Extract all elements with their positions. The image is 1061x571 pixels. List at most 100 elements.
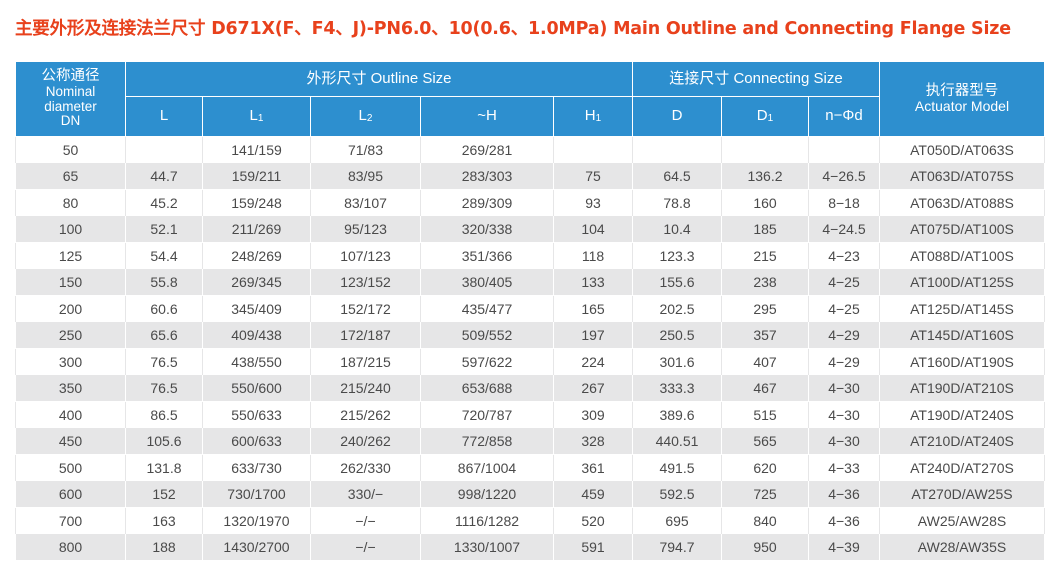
table-row: 450 105.6 600/633 240/262 772/858 328 440.51 56…: [15, 428, 1045, 455]
cell-h1: 197: [553, 322, 633, 349]
cell-h1: 328: [553, 428, 633, 455]
cell-l1: 550/600: [202, 375, 311, 402]
cell-l: 131.8: [125, 454, 203, 481]
cell-l2: 262/330: [310, 454, 421, 481]
cell-nd: [808, 136, 880, 163]
table-row: 600 152 730/1700 330/− 998/1220 459 592.5 725 4−…: [15, 481, 1045, 508]
cell-dn: 65: [15, 163, 126, 190]
cell-l2: 172/187: [310, 322, 421, 349]
cell-l1: 159/211: [202, 163, 311, 190]
cell-actuator: AW28/AW35S: [879, 534, 1045, 561]
cell-d: 10.4: [632, 216, 722, 243]
cell-d1: 725: [721, 481, 809, 508]
cell-nd: 4−39: [808, 534, 880, 561]
cell-nd: 4−30: [808, 375, 880, 402]
cell-d1: 185: [721, 216, 809, 243]
header-actuator-cn: 执行器型号: [925, 83, 999, 100]
cell-d1: 238: [721, 269, 809, 296]
cell-l: 76.5: [125, 348, 203, 375]
cell-d1: [721, 136, 809, 163]
cell-l: 86.5: [125, 401, 203, 428]
cell-h: 269/281: [420, 136, 554, 163]
cell-l1: 269/345: [202, 269, 311, 296]
cell-h: 1116/1282: [420, 507, 554, 534]
header-col-l1: L1: [202, 96, 311, 137]
cell-dn: 80: [15, 189, 126, 216]
cell-h: 998/1220: [420, 481, 554, 508]
cell-nd: 8−18: [808, 189, 880, 216]
cell-d: 301.6: [632, 348, 722, 375]
header-dn-en1: Nominal: [45, 83, 96, 99]
cell-l2: 71/83: [310, 136, 421, 163]
cell-nd: 4−26.5: [808, 163, 880, 190]
cell-nd: 4−30: [808, 428, 880, 455]
header-nominal-diameter: 公称通径 Nominal diameter DN: [15, 61, 126, 137]
cell-l2: 83/95: [310, 163, 421, 190]
cell-h: 435/477: [420, 295, 554, 322]
cell-d1: 160: [721, 189, 809, 216]
table-row: 150 55.8 269/345 123/152 380/405 133 155.6 238 4…: [15, 269, 1045, 296]
cell-actuator: AW25/AW28S: [879, 507, 1045, 534]
cell-h1: 309: [553, 401, 633, 428]
cell-l: 45.2: [125, 189, 203, 216]
cell-dn: 125: [15, 242, 126, 269]
header-col-l2-base: L: [358, 107, 367, 125]
cell-nd: 4−36: [808, 507, 880, 534]
cell-l2: 215/240: [310, 375, 421, 402]
cell-d1: 407: [721, 348, 809, 375]
cell-h1: 591: [553, 534, 633, 561]
cell-l2: 95/123: [310, 216, 421, 243]
table-row: 400 86.5 550/633 215/262 720/787 309 389.6 515 4…: [15, 401, 1045, 428]
cell-h1: 93: [553, 189, 633, 216]
header-outline-size: 外形尺寸 Outline Size: [125, 61, 633, 97]
header-col-l1-base: L: [249, 107, 258, 125]
cell-d: 78.8: [632, 189, 722, 216]
cell-h: 289/309: [420, 189, 554, 216]
dimension-table: 公称通径 Nominal diameter DN 外形尺寸 Outline Si…: [15, 61, 1045, 561]
cell-d1: 565: [721, 428, 809, 455]
cell-l1: 600/633: [202, 428, 311, 455]
cell-actuator: AT088D/AT100S: [879, 242, 1045, 269]
cell-nd: 4−25: [808, 269, 880, 296]
cell-l2: −/−: [310, 507, 421, 534]
cell-d1: 295: [721, 295, 809, 322]
cell-h1: 224: [553, 348, 633, 375]
cell-nd: 4−33: [808, 454, 880, 481]
cell-dn: 600: [15, 481, 126, 508]
cell-h1: 118: [553, 242, 633, 269]
cell-h: 720/787: [420, 401, 554, 428]
table-row: 50 141/159 71/83 269/281 AT050D/AT063S: [15, 136, 1045, 163]
cell-d: 491.5: [632, 454, 722, 481]
cell-h1: [553, 136, 633, 163]
header-col-l2: L2: [310, 96, 421, 137]
cell-actuator: AT125D/AT145S: [879, 295, 1045, 322]
cell-d: 695: [632, 507, 722, 534]
cell-dn: 500: [15, 454, 126, 481]
cell-actuator: AT075D/AT100S: [879, 216, 1045, 243]
header-connecting-size: 连接尺寸 Connecting Size: [632, 61, 880, 97]
cell-h: 597/622: [420, 348, 554, 375]
cell-dn: 200: [15, 295, 126, 322]
cell-h1: 75: [553, 163, 633, 190]
cell-d: 440.51: [632, 428, 722, 455]
cell-l: [125, 136, 203, 163]
header-actuator-model: 执行器型号 Actuator Model: [879, 61, 1045, 137]
cell-d: 250.5: [632, 322, 722, 349]
cell-h: 509/552: [420, 322, 554, 349]
cell-d1: 840: [721, 507, 809, 534]
cell-l1: 409/438: [202, 322, 311, 349]
header-col-l2-sub: 2: [366, 113, 373, 125]
cell-l1: 248/269: [202, 242, 311, 269]
cell-l: 54.4: [125, 242, 203, 269]
cell-l2: 330/−: [310, 481, 421, 508]
cell-h1: 104: [553, 216, 633, 243]
cell-h: 351/366: [420, 242, 554, 269]
cell-d: [632, 136, 722, 163]
cell-l1: 211/269: [202, 216, 311, 243]
header-col-l: L: [125, 96, 203, 137]
cell-h1: 267: [553, 375, 633, 402]
cell-l1: 438/550: [202, 348, 311, 375]
table-row: 100 52.1 211/269 95/123 320/338 104 10.4 185 4−2…: [15, 216, 1045, 243]
cell-dn: 50: [15, 136, 126, 163]
header-dn-en3: DN: [60, 113, 81, 129]
